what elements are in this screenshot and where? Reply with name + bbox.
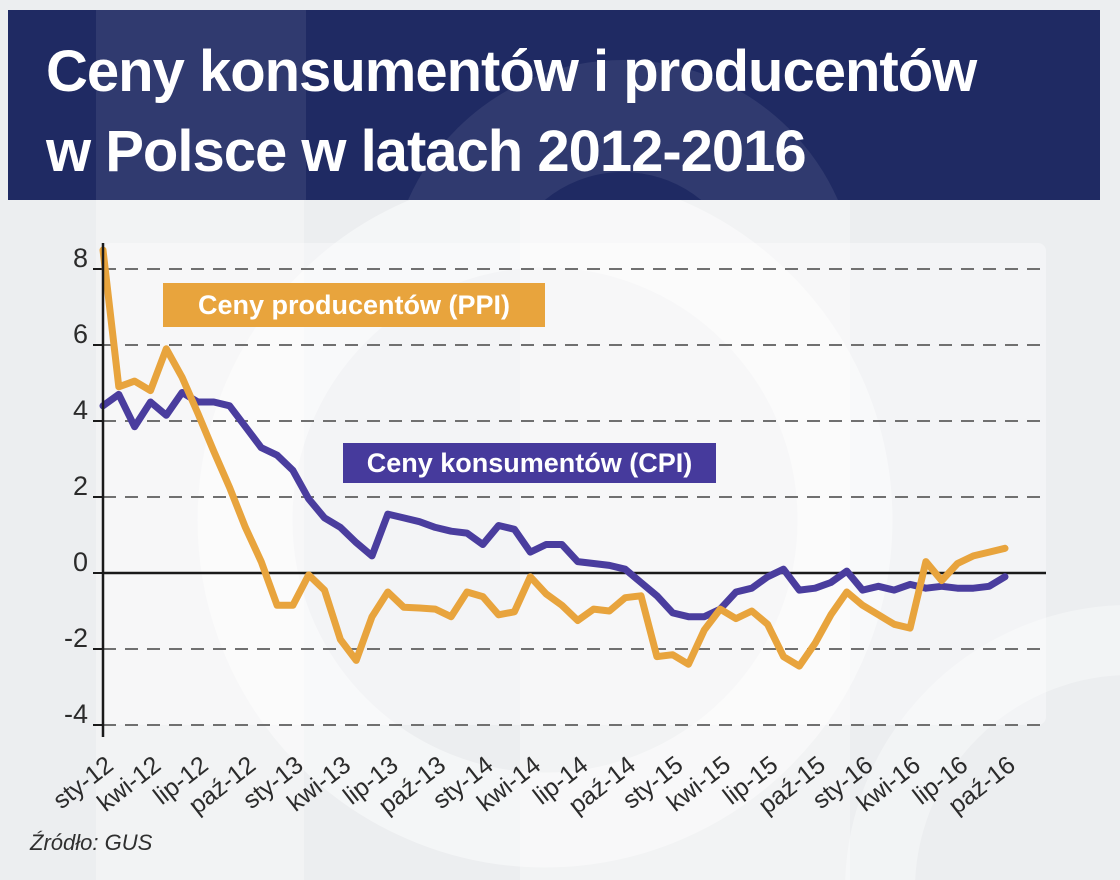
page-title: Ceny konsumentów i producentów w Polsce w…: [46, 32, 977, 192]
source-note: Źródło: GUS: [30, 830, 153, 855]
legend-badge-ppi: Ceny producentów (PPI): [163, 283, 545, 327]
header-banner: Ceny konsumentów i producentów w Polsce w…: [8, 10, 1100, 200]
background-watermark-band-right: [520, 200, 850, 880]
y-tick-label: 8: [73, 243, 88, 273]
y-tick-label: -2: [64, 623, 88, 653]
legend-badge-cpi: Ceny konsumentów (CPI): [343, 443, 716, 483]
y-tick-label: -4: [64, 699, 88, 729]
y-tick-label: 2: [73, 471, 88, 501]
y-tick-label: 6: [73, 319, 88, 349]
title-line2: w Polsce w latach 2012-2016: [46, 119, 807, 184]
ppi-line: [99, 246, 1009, 670]
title-line1: Ceny konsumentów i producentów: [46, 39, 977, 104]
y-tick-label: 4: [73, 395, 88, 425]
header-watermark-band: [96, 10, 306, 200]
cpi-line: [99, 389, 1009, 621]
plot-panel: [103, 243, 1046, 725]
y-tick-label: 0: [73, 547, 88, 577]
